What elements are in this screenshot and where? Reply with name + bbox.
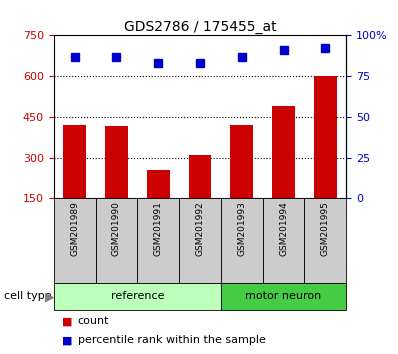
Text: GSM201994: GSM201994 [279,201,288,256]
Text: ▶: ▶ [45,290,55,303]
Bar [63,125,86,198]
Text: GSM201993: GSM201993 [237,201,246,256]
Text: ■: ■ [62,335,72,345]
Text: ■: ■ [62,316,72,326]
Text: percentile rank within the sample: percentile rank within the sample [78,335,265,345]
Bar [54,283,221,310]
Text: motor neuron: motor neuron [246,291,322,302]
Bar [179,198,221,283]
Text: reference: reference [111,291,164,302]
Text: GSM201992: GSM201992 [195,201,205,256]
Text: count: count [78,316,109,326]
Bar [137,198,179,283]
Bar [189,155,211,198]
Text: cell type: cell type [4,291,52,302]
Text: GSM201990: GSM201990 [112,201,121,256]
Text: GSM201989: GSM201989 [70,201,79,256]
Bar [314,76,337,198]
Bar [221,283,346,310]
Bar [147,170,170,198]
Title: GDS2786 / 175455_at: GDS2786 / 175455_at [124,21,276,34]
Bar [54,198,96,283]
Bar [272,106,295,198]
Bar [221,198,263,283]
Bar [263,198,304,283]
Text: GSM201995: GSM201995 [321,201,330,256]
Bar [230,125,253,198]
Bar [304,198,346,283]
Bar [105,126,128,198]
Bar [96,198,137,283]
Text: GSM201991: GSM201991 [154,201,163,256]
